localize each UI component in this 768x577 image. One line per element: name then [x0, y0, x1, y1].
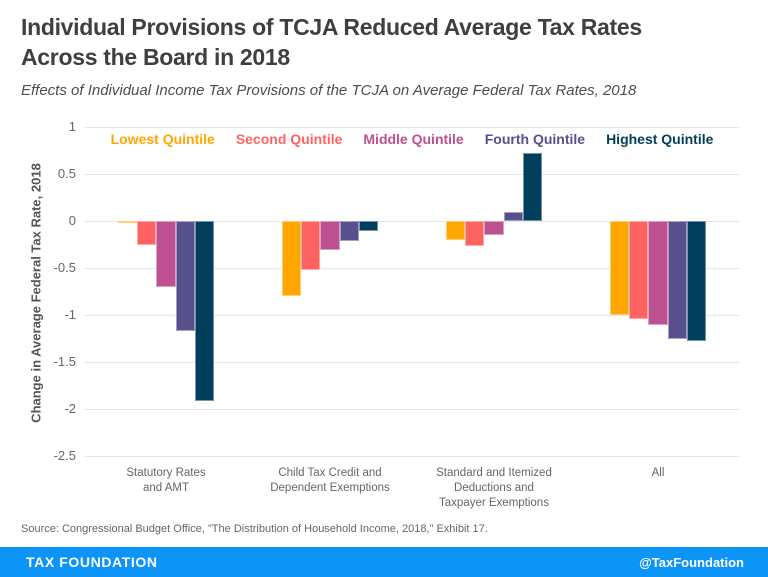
chart-subtitle: Effects of Individual Income Tax Provisi… — [21, 82, 637, 99]
bar-middle-quintile-cat0 — [156, 221, 176, 287]
bar-highest-quintile-cat0 — [195, 221, 215, 402]
bar-fourth-quintile-cat1 — [339, 221, 360, 241]
legend-item-second-quintile: Second Quintile — [235, 131, 343, 147]
x-category-label: Statutory Rates and AMT — [126, 467, 206, 494]
gridline — [84, 362, 740, 363]
y-tick-label: -1.5 — [53, 354, 76, 369]
bar-lowest-quintile-cat3 — [609, 221, 629, 315]
bar-lowest-quintile-cat1 — [281, 221, 301, 297]
bar-fourth-quintile-cat2 — [503, 211, 524, 221]
bar-lowest-quintile-cat0 — [117, 221, 137, 223]
bar-middle-quintile-cat3 — [648, 221, 668, 326]
footer-bar: TAX FOUNDATION @TaxFoundation — [0, 547, 768, 577]
bar-middle-quintile-cat2 — [484, 221, 504, 236]
bar-chart-plot-area — [84, 127, 740, 457]
y-tick-label: -1 — [64, 307, 76, 322]
gridline — [84, 456, 740, 457]
bar-second-quintile-cat0 — [136, 221, 157, 245]
gridline — [84, 315, 740, 316]
y-tick-label: 0 — [68, 213, 76, 228]
x-category-label: Standard and Itemized Deductions and Taxpa… — [436, 467, 552, 509]
title-line-2: Across the Board in 2018 — [21, 44, 290, 70]
footer-twitter-handle: @TaxFoundation — [639, 554, 744, 570]
gridline — [84, 127, 740, 128]
y-tick-label: -2.5 — [53, 448, 76, 463]
y-tick-label: -2 — [64, 401, 76, 416]
bar-highest-quintile-cat1 — [359, 221, 379, 232]
bar-fourth-quintile-cat3 — [667, 221, 688, 339]
legend-item-fourth-quintile: Fourth Quintile — [484, 131, 586, 147]
gridline — [84, 268, 740, 269]
bar-fourth-quintile-cat0 — [175, 221, 196, 331]
legend-item-middle-quintile: Middle Quintile — [363, 131, 464, 147]
y-tick-label: 0.5 — [57, 166, 76, 181]
bar-second-quintile-cat2 — [464, 221, 485, 247]
bar-second-quintile-cat1 — [300, 221, 321, 270]
bar-middle-quintile-cat1 — [320, 221, 340, 251]
gridline — [84, 409, 740, 410]
source-note: Source: Congressional Budget Office, "Th… — [21, 523, 488, 535]
legend-item-lowest-quintile: Lowest Quintile — [110, 131, 215, 147]
chart-legend: Lowest Quintile Second Quintile Middle Qui… — [84, 131, 740, 147]
legend-item-highest-quintile: Highest Quintile — [606, 131, 714, 147]
bar-highest-quintile-cat3 — [687, 221, 707, 342]
y-tick-label: -0.5 — [53, 260, 76, 275]
x-category-label: Child Tax Credit and Dependent Exemptions — [270, 467, 390, 494]
bar-highest-quintile-cat2 — [523, 153, 543, 221]
x-category-label: All — [651, 467, 665, 479]
footer-brand: TAX FOUNDATION — [26, 554, 158, 570]
gridline — [84, 174, 740, 175]
title-line-1: Individual Provisions of TCJA Reduced Av… — [21, 14, 642, 40]
bar-second-quintile-cat3 — [628, 221, 649, 319]
bar-lowest-quintile-cat2 — [445, 221, 465, 240]
page-title: Individual Provisions of TCJA Reduced Av… — [21, 12, 642, 72]
gridline — [84, 221, 740, 222]
y-tick-label: 1 — [68, 119, 76, 134]
